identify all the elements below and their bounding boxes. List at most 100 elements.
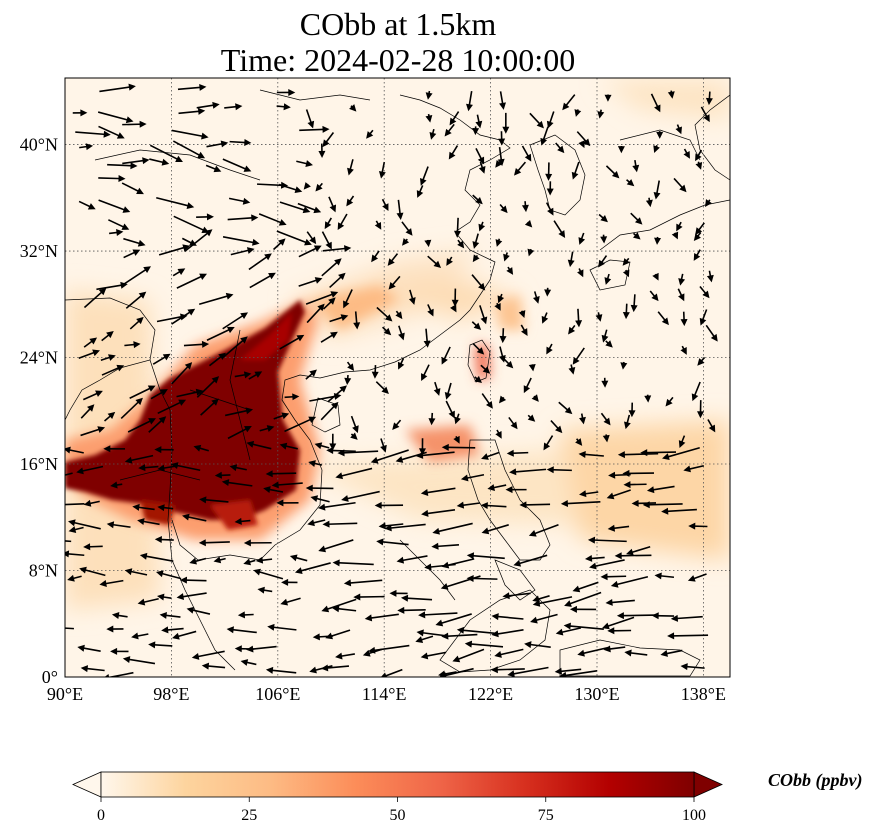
colorbar-tick-label: 25 <box>241 807 257 824</box>
wind-vector <box>651 612 675 620</box>
wind-vector <box>577 646 610 657</box>
wind-vector <box>499 395 507 404</box>
wind-vector <box>123 237 146 247</box>
wind-vector <box>646 485 675 494</box>
wind-vector <box>649 290 659 302</box>
wind-vector <box>68 526 84 533</box>
lat-tick-label: 16°N <box>20 454 58 474</box>
wind-vector <box>131 632 149 640</box>
wind-vector <box>518 310 526 318</box>
wind-vector <box>124 454 154 464</box>
wind-vector <box>614 552 652 560</box>
wind-vector <box>198 539 230 547</box>
wind-vector <box>499 91 506 110</box>
wind-vector <box>98 125 125 139</box>
wind-vector <box>432 522 473 535</box>
wind-vector <box>149 144 183 163</box>
wind-vector <box>83 337 98 348</box>
wind-vector <box>527 414 536 422</box>
wind-vector <box>688 522 708 530</box>
wind-vector <box>265 666 297 674</box>
wind-vector <box>289 554 308 562</box>
wind-vector <box>479 305 488 325</box>
wind-vector <box>697 356 706 366</box>
wind-vector <box>67 574 82 582</box>
wind-vector <box>318 539 354 553</box>
wind-vector <box>257 586 273 594</box>
wind-vector <box>159 611 181 619</box>
wind-vector <box>82 390 103 401</box>
wind-vector <box>310 495 330 503</box>
wind-vector <box>555 627 582 636</box>
wind-vector <box>435 613 472 627</box>
wind-vector <box>640 449 677 457</box>
wind-vector <box>335 652 355 660</box>
wind-vector <box>196 101 220 109</box>
wind-vector <box>600 234 608 244</box>
wind-vector <box>149 158 170 166</box>
wind-vector <box>172 630 197 640</box>
wind-vector <box>110 647 129 655</box>
wind-vector <box>83 543 103 551</box>
lon-tick-label: 90°E <box>47 684 83 704</box>
wind-vector <box>427 255 442 269</box>
wind-vector <box>598 213 608 223</box>
wind-vector <box>106 521 131 529</box>
wind-vector <box>545 202 554 216</box>
wind-vector <box>123 249 141 259</box>
wind-vector <box>375 381 389 395</box>
wind-vector <box>184 229 213 253</box>
wind-vector <box>349 104 357 112</box>
wind-vector <box>263 486 284 494</box>
wind-vector <box>171 129 209 140</box>
wind-vector <box>154 536 174 544</box>
wind-vector <box>662 446 700 460</box>
wind-vector <box>707 419 716 433</box>
wind-vector <box>249 272 276 289</box>
wind-vector <box>544 287 552 297</box>
wind-vector <box>464 640 504 648</box>
wind-vector <box>110 481 123 489</box>
wind-vector <box>129 385 156 399</box>
wind-vector <box>617 451 659 459</box>
wind-vector <box>318 143 326 158</box>
wind-vector <box>487 484 507 491</box>
wind-vector <box>206 140 229 148</box>
wind-vector <box>680 345 687 355</box>
wind-vector <box>80 665 105 673</box>
wind-vector <box>597 109 605 119</box>
wind-vector <box>589 559 625 570</box>
wind-vector <box>495 238 503 247</box>
wind-vector <box>460 473 485 482</box>
wind-vector <box>605 598 635 606</box>
coastline <box>619 129 701 161</box>
wind-vector <box>329 314 349 323</box>
wind-vector <box>325 629 351 640</box>
wind-vector <box>622 257 630 266</box>
wind-vector <box>321 598 357 613</box>
wind-vector <box>157 504 174 512</box>
wind-vector <box>632 160 640 173</box>
coastline <box>467 439 551 561</box>
wind-vector <box>497 293 505 304</box>
wind-vector <box>100 354 116 361</box>
wind-vector <box>137 597 159 606</box>
wind-vector <box>332 559 374 567</box>
wind-vector <box>182 513 207 522</box>
wind-vector <box>481 393 493 409</box>
wind-vector <box>472 233 480 249</box>
coastline <box>229 329 251 461</box>
wind-vector <box>368 644 410 654</box>
wind-vector <box>524 641 551 649</box>
wind-vector <box>196 213 214 221</box>
wind-vector <box>276 230 312 246</box>
wind-vector <box>196 376 220 398</box>
wind-vector <box>79 566 106 577</box>
coastline <box>694 94 730 181</box>
wind-vector <box>401 221 413 236</box>
wind-vector <box>224 407 254 417</box>
wind-vector <box>308 460 322 467</box>
wind-vector <box>481 524 509 535</box>
wind-vector <box>568 364 576 375</box>
